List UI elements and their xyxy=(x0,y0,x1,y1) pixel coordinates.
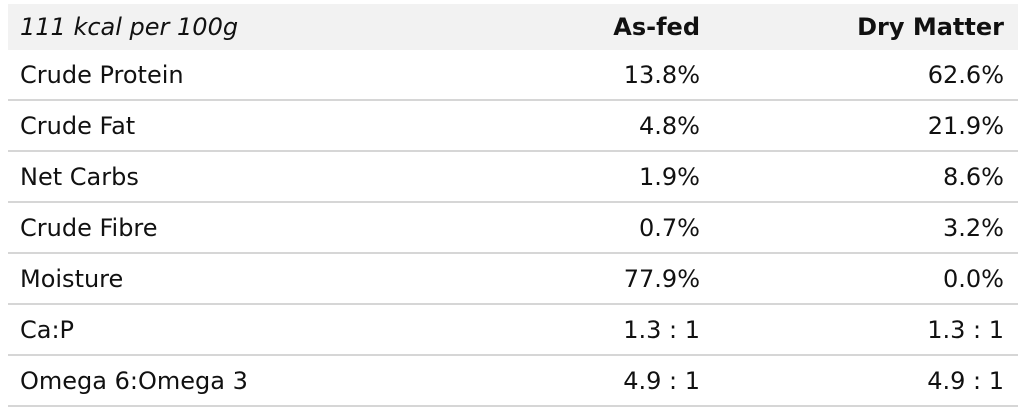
as-fed-value: 4.9 : 1 xyxy=(418,355,714,407)
row-label: Net Carbs xyxy=(8,151,418,203)
as-fed-value: 0.7% xyxy=(418,202,714,254)
dry-matter-column-header: Dry Matter xyxy=(714,4,1018,50)
row-label: Moisture xyxy=(8,253,418,305)
dry-matter-value: 4.9 : 1 xyxy=(714,355,1018,407)
row-label: Crude Protein xyxy=(8,50,418,101)
dry-matter-value: 8.6% xyxy=(714,151,1018,203)
table-row: Crude Protein 13.8% 62.6% xyxy=(8,50,1018,101)
table-row: Crude Fibre 0.7% 3.2% xyxy=(8,202,1018,254)
table-row: Net Carbs 1.9% 8.6% xyxy=(8,151,1018,203)
dry-matter-value: 3.2% xyxy=(714,202,1018,254)
energy-per-100g: 111 kcal per 100g xyxy=(8,4,418,50)
dry-matter-value: 0.0% xyxy=(714,253,1018,305)
table-row: Moisture 77.9% 0.0% xyxy=(8,253,1018,305)
dry-matter-value: 1.3 : 1 xyxy=(714,304,1018,356)
row-label: Omega 6:Omega 3 xyxy=(8,355,418,407)
row-label: Ca:P xyxy=(8,304,418,356)
dry-matter-value: 21.9% xyxy=(714,100,1018,152)
as-fed-value: 4.8% xyxy=(418,100,714,152)
as-fed-value: 77.9% xyxy=(418,253,714,305)
table-row: Crude Fat 4.8% 21.9% xyxy=(8,100,1018,152)
as-fed-column-header: As-fed xyxy=(418,4,714,50)
as-fed-value: 13.8% xyxy=(418,50,714,101)
table-row: Ca:P 1.3 : 1 1.3 : 1 xyxy=(8,304,1018,356)
nutrition-table: 111 kcal per 100g As-fed Dry Matter Crud… xyxy=(8,4,1018,407)
table-row: Omega 6:Omega 3 4.9 : 1 4.9 : 1 xyxy=(8,355,1018,407)
as-fed-value: 1.3 : 1 xyxy=(418,304,714,356)
row-label: Crude Fat xyxy=(8,100,418,152)
as-fed-value: 1.9% xyxy=(418,151,714,203)
row-label: Crude Fibre xyxy=(8,202,418,254)
dry-matter-value: 62.6% xyxy=(714,50,1018,101)
table-header-row: 111 kcal per 100g As-fed Dry Matter xyxy=(8,4,1018,50)
